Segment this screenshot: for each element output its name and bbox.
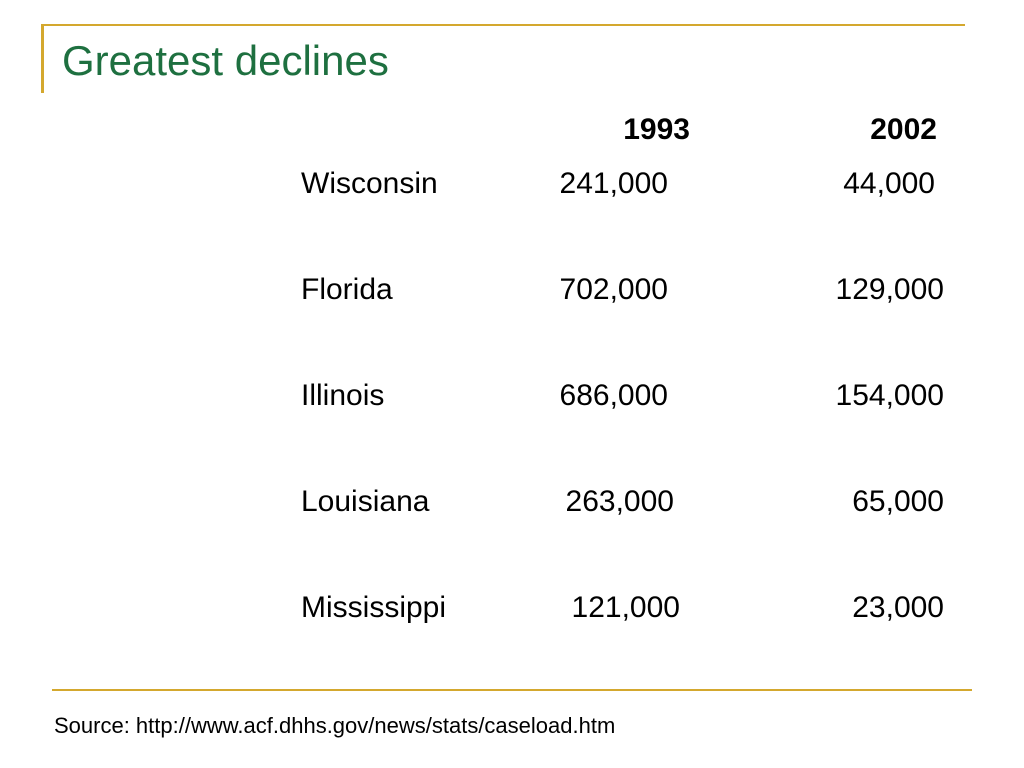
- state-name: Illinois: [301, 379, 385, 412]
- value-2002: 129,000: [835, 273, 944, 306]
- state-name: Wisconsin: [301, 167, 438, 200]
- top-accent-line: [41, 24, 965, 26]
- table-row: Louisiana 263,000 65,000: [0, 484, 1024, 524]
- state-name: Florida: [301, 273, 393, 306]
- table-row: Mississippi 121,000 23,000: [0, 590, 1024, 630]
- bottom-divider: [52, 689, 972, 691]
- table-row: Illinois 686,000 154,000: [0, 378, 1024, 418]
- value-2002: 65,000: [852, 485, 944, 518]
- column-header-2002: 2002: [870, 113, 937, 146]
- left-accent-line: [41, 25, 44, 93]
- value-1993: 702,000: [559, 273, 668, 306]
- source-note: Source: http://www.acf.dhhs.gov/news/sta…: [54, 713, 616, 738]
- value-2002: 44,000: [843, 167, 935, 200]
- value-1993: 241,000: [559, 167, 668, 200]
- value-2002: 154,000: [835, 379, 944, 412]
- value-1993: 263,000: [565, 485, 674, 518]
- value-1993: 121,000: [571, 591, 680, 624]
- value-1993: 686,000: [559, 379, 668, 412]
- state-name: Mississippi: [301, 591, 447, 624]
- state-name: Louisiana: [301, 485, 430, 518]
- table-row: Florida 702,000 129,000: [0, 272, 1024, 312]
- column-header-1993: 1993: [623, 113, 690, 146]
- table-row: Wisconsin 241,000 44,000: [0, 166, 1024, 206]
- slide-title: Greatest declines: [62, 37, 389, 84]
- value-2002: 23,000: [852, 591, 944, 624]
